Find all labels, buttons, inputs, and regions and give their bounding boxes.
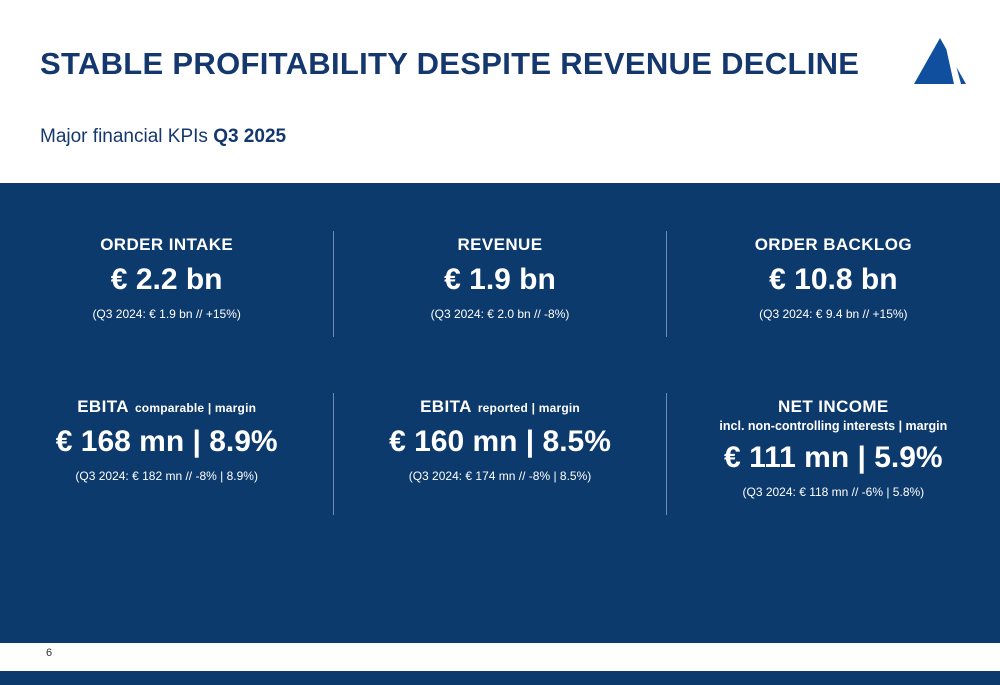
kpi-prior-year: (Q3 2024: € 118 mn // -6% | 5.8%) — [742, 485, 925, 499]
footer-bar — [0, 671, 1000, 685]
kpi-row-bottom: EBITA comparable | margin € 168 mn | 8.9%… — [0, 393, 1000, 515]
kpi-label: ORDER BACKLOG — [754, 235, 912, 254]
kpi-panel: ORDER INTAKE € 2.2 bn (Q3 2024: € 1.9 bn… — [0, 183, 1000, 643]
kpi-value: € 2.2 bn — [110, 263, 223, 296]
kpi-label: REVENUE — [457, 235, 543, 254]
kpi-ebita-reported: EBITA reported | margin € 160 mn | 8.5% (… — [333, 393, 667, 515]
kpi-prior-year: (Q3 2024: € 2.0 bn // -8%) — [430, 307, 570, 321]
kpi-label-main: EBITA — [420, 397, 472, 416]
kpi-revenue: REVENUE € 1.9 bn (Q3 2024: € 2.0 bn // -… — [333, 231, 667, 337]
kpi-order-intake: ORDER INTAKE € 2.2 bn (Q3 2024: € 1.9 bn… — [0, 231, 333, 337]
kpi-net-income: NET INCOME incl. non-controlling interes… — [667, 393, 1000, 515]
kpi-prior-year: (Q3 2024: € 182 mn // -8% | 8.9%) — [75, 469, 258, 483]
kpi-row-top: ORDER INTAKE € 2.2 bn (Q3 2024: € 1.9 bn… — [0, 231, 1000, 337]
company-logo-icon — [914, 38, 966, 86]
kpi-value: € 111 mn | 5.9% — [724, 441, 943, 474]
kpi-label: ORDER INTAKE — [100, 235, 234, 254]
kpi-prior-year: (Q3 2024: € 174 mn // -8% | 8.5%) — [408, 469, 592, 483]
page-number: 6 — [46, 647, 53, 659]
kpi-label: EBITA comparable | margin — [14, 397, 319, 417]
kpi-value: € 168 mn | 8.9% — [55, 425, 278, 458]
kpi-ebita-comparable: EBITA comparable | margin € 168 mn | 8.9%… — [0, 393, 333, 515]
kpi-value: € 10.8 bn — [769, 263, 898, 296]
kpi-value: € 160 mn | 8.5% — [389, 425, 611, 458]
kpi-label-suffix: reported | margin — [477, 401, 580, 415]
kpi-label-main: EBITA — [77, 397, 129, 416]
slide-title: STABLE PROFITABILITY DESPITE REVENUE DEC… — [40, 46, 860, 81]
slide-subtitle: Major financial KPIs Q3 2025 — [40, 126, 286, 148]
kpi-order-backlog: ORDER BACKLOG € 10.8 bn (Q3 2024: € 9.4 … — [667, 231, 1000, 337]
kpi-label-subline: incl. non-controlling interests | margin — [719, 419, 948, 433]
subtitle-period: Q3 2025 — [213, 126, 287, 147]
kpi-prior-year: (Q3 2024: € 1.9 bn // +15%) — [92, 307, 241, 321]
subtitle-prefix: Major financial KPIs — [40, 126, 214, 147]
kpi-label-suffix: comparable | margin — [134, 401, 257, 415]
kpi-label: NET INCOME — [777, 397, 889, 416]
kpi-label: EBITA reported | margin — [348, 397, 651, 417]
kpi-prior-year: (Q3 2024: € 9.4 bn // +15%) — [759, 307, 908, 321]
kpi-value: € 1.9 bn — [444, 263, 556, 296]
